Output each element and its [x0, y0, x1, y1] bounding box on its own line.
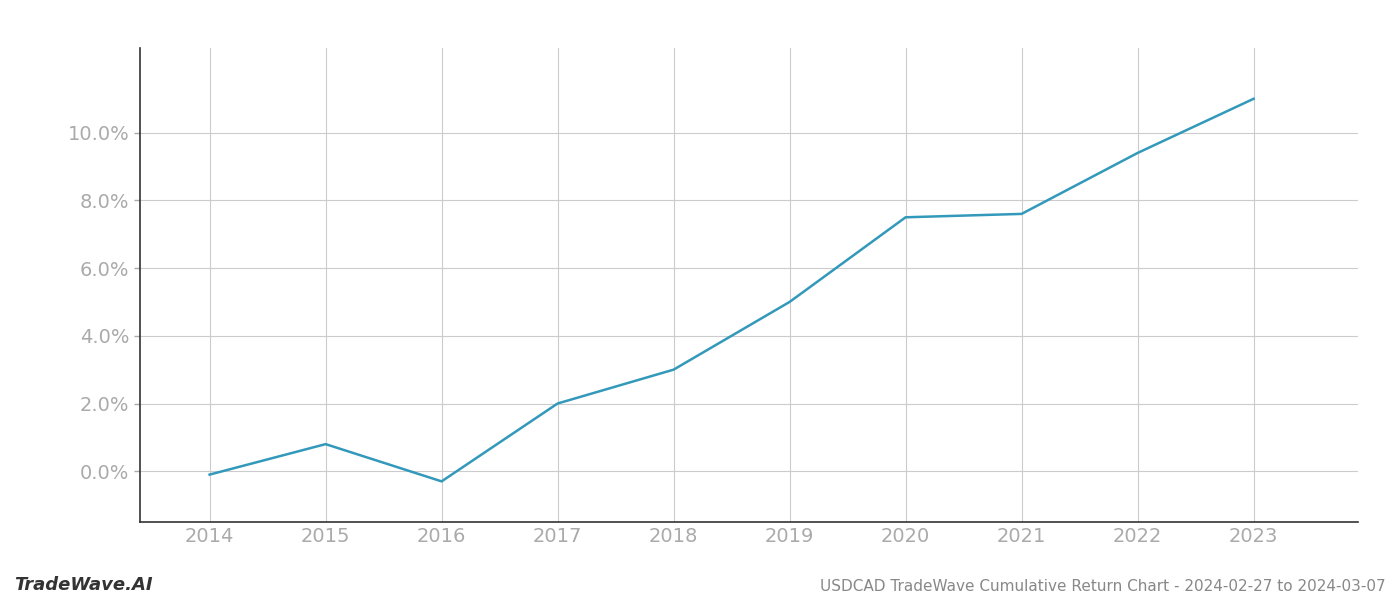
Text: USDCAD TradeWave Cumulative Return Chart - 2024-02-27 to 2024-03-07: USDCAD TradeWave Cumulative Return Chart…	[820, 579, 1386, 594]
Text: TradeWave.AI: TradeWave.AI	[14, 576, 153, 594]
